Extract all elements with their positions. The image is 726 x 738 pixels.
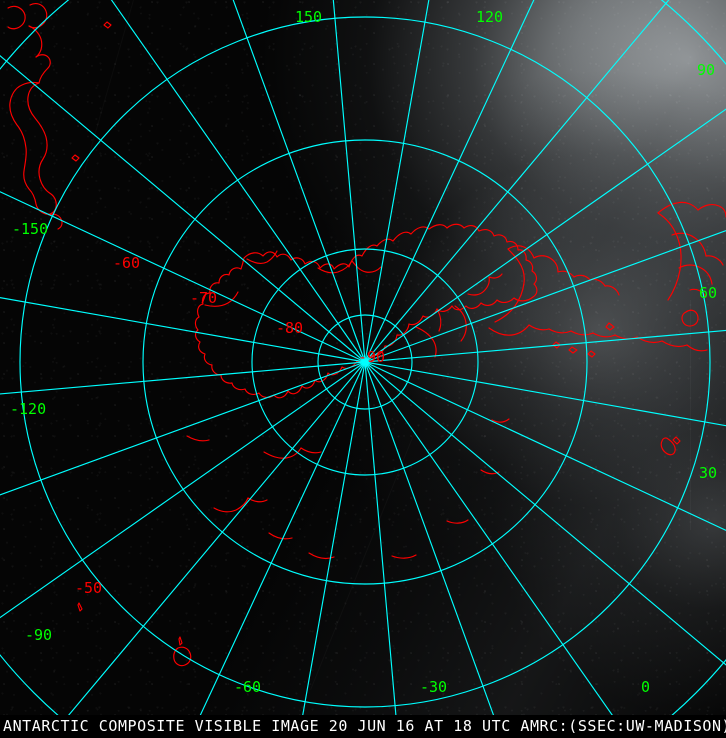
meridian--135	[199, 361, 366, 715]
coastline-antarctica	[194, 223, 538, 399]
coastline-antarctic-peninsula	[488, 245, 708, 358]
longitude-label-neg150: -150	[12, 220, 48, 238]
longitude-label-0: 0	[641, 678, 650, 696]
meridian-0	[364, 229, 726, 363]
longitude-label-neg60: -60	[234, 678, 261, 696]
meridian--90	[364, 361, 495, 715]
meridian--45	[364, 361, 726, 531]
caption-bar: ANTARCTIC COMPOSITE VISIBLE IMAGE 20 JUN…	[0, 715, 726, 738]
parallel--60	[142, 139, 588, 585]
longitude-label-30: 30	[699, 464, 717, 482]
longitude-label-120: 120	[476, 8, 503, 26]
latitude-label-group: -50 -60 -70 -80 -90	[75, 254, 385, 597]
meridian-165	[0, 361, 366, 395]
coastline-antarctica-detail	[186, 250, 510, 559]
latitude-label-neg70: -70	[190, 289, 217, 307]
meridian--30	[364, 361, 726, 427]
caption-text: ANTARCTIC COMPOSITE VISIBLE IMAGE 20 JUN…	[3, 717, 726, 735]
meridian-15	[364, 108, 726, 363]
latitude-label-neg60: -60	[113, 254, 140, 272]
longitude-label-neg30: -30	[420, 678, 447, 696]
meridian-120	[0, 54, 366, 363]
meridian--105	[364, 361, 397, 715]
meridian--75	[364, 361, 613, 715]
coastline-overlay	[7, 3, 726, 667]
meridian-30	[364, 0, 670, 363]
meridian-150	[0, 297, 366, 363]
meridian-105	[110, 0, 366, 363]
meridian-135	[0, 191, 366, 363]
meridian--120	[302, 361, 366, 715]
longitude-label-neg90: -90	[25, 626, 52, 644]
grid-label-overlay: 150 120 90 60 30 0 -30 -60 -90 -120 -150 -50 -60 -70…	[10, 8, 717, 696]
meridian-45	[364, 0, 535, 363]
meridian--150	[68, 361, 366, 715]
latitude-label-neg90: -90	[358, 348, 385, 366]
meridian-75	[332, 0, 366, 363]
meridian-60	[364, 0, 430, 363]
graticule-overlay	[0, 0, 726, 715]
meridian-90	[232, 0, 366, 363]
meridian--165	[0, 361, 366, 619]
satellite-image-canvas: 150 120 90 60 30 0 -30 -60 -90 -120 -150 -50 -60 -70…	[0, 0, 726, 715]
coastline-islands-misc	[77, 436, 681, 667]
parallel--80	[317, 314, 413, 410]
longitude-label-90: 90	[697, 61, 715, 79]
meridian--180	[0, 361, 366, 496]
longitude-label-neg120: -120	[10, 400, 46, 418]
coastline-south-america	[657, 201, 726, 456]
parallel--50	[19, 16, 711, 708]
longitude-label-60: 60	[699, 284, 717, 302]
latitude-label-neg50: -50	[75, 579, 102, 597]
meridian--60	[364, 361, 726, 666]
meridian--15	[364, 329, 726, 363]
parallel--70	[251, 248, 479, 476]
latitude-label-neg80: -80	[276, 319, 303, 337]
longitude-label-150: 150	[295, 8, 322, 26]
longitude-label-group: 150 120 90 60 30 0 -30 -60 -90 -120 -150	[10, 8, 717, 696]
